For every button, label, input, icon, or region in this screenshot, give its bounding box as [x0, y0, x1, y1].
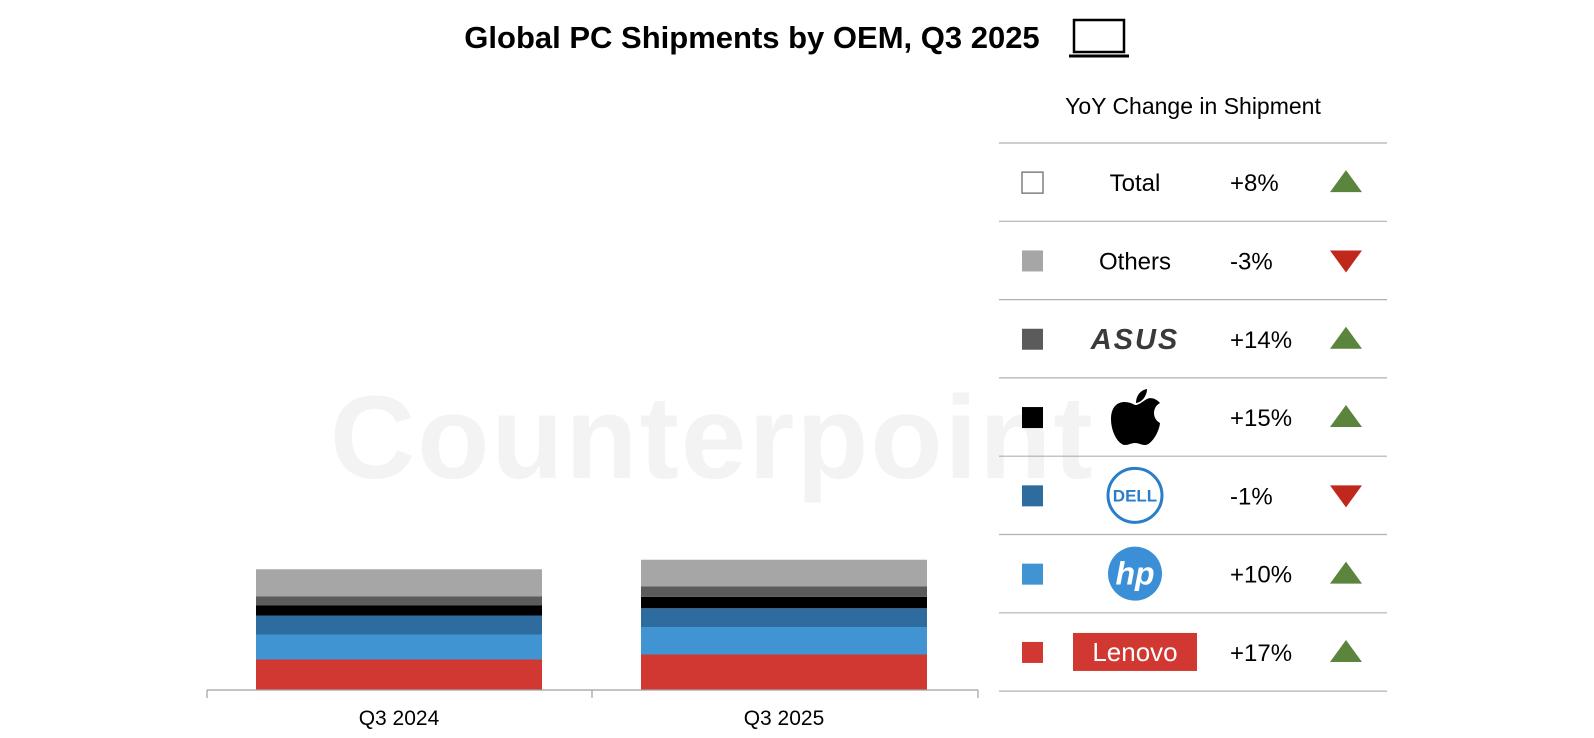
legend-swatch-total — [1021, 171, 1044, 194]
yoy-change-value: +8% — [1230, 170, 1279, 197]
apple-body — [1111, 398, 1160, 446]
arrow-up-icon — [1330, 561, 1362, 584]
bar-others-0 — [256, 569, 542, 597]
bar-dell-0 — [256, 615, 542, 635]
yoy-change-value: -1% — [1230, 483, 1273, 510]
chart-title: Global PC Shipments by OEM, Q3 2025 — [464, 20, 1040, 55]
yoy-change-value: -3% — [1230, 248, 1273, 275]
yoy-row-others: Others -3% — [1022, 248, 1362, 275]
arrow-up-icon — [1330, 170, 1362, 193]
lenovo-logo: Lenovo — [1073, 632, 1197, 671]
yoy-change-value: +17% — [1230, 640, 1292, 667]
legend-swatch-apple — [1022, 407, 1043, 429]
x-tick-label: Q3 2024 — [359, 707, 440, 730]
yoy-row-total: Total +8% — [1021, 170, 1362, 197]
asus-logo: ASUS — [1090, 324, 1180, 356]
bar-lenovo-1 — [641, 654, 927, 690]
arrow-down-icon — [1330, 485, 1362, 508]
hp-logo: hp — [1108, 546, 1162, 601]
arrow-down-icon — [1330, 250, 1362, 273]
hp-logo-text: hp — [1115, 556, 1154, 592]
label-text: Total — [1110, 170, 1161, 197]
arrow-up-icon — [1330, 326, 1362, 349]
chart-title-container: Global PC Shipments by OEM, Q3 2025 — [0, 18, 1594, 58]
label-text: Others — [1099, 248, 1171, 275]
lenovo-box — [1073, 632, 1197, 671]
bar-hp-1 — [641, 627, 927, 655]
dell-logo-text: DELL — [1113, 486, 1157, 505]
yoy-header: YoY Change in Shipment — [1065, 93, 1321, 119]
bar-dell-1 — [641, 608, 927, 627]
bar-apple-1 — [641, 596, 927, 609]
laptop-icon — [1068, 18, 1129, 58]
legend-swatch-asus — [1022, 328, 1043, 350]
yoy-row-label: Total — [1110, 170, 1161, 197]
yoy-row-dell: DELL -1% — [1022, 466, 1362, 524]
yoy-row-label: Others — [1099, 248, 1171, 275]
legend-swatch-hp — [1022, 563, 1043, 585]
arrow-up-icon — [1330, 639, 1362, 662]
apple-leaf — [1136, 389, 1147, 404]
dell-logo: DELL — [1106, 466, 1164, 524]
yoy-row-asus: ASUS +14% — [1022, 324, 1362, 356]
x-tick-label: Q3 2025 — [744, 707, 825, 730]
apple-logo — [1111, 389, 1160, 446]
dell-circle — [1106, 466, 1164, 524]
yoy-change-value: +14% — [1230, 327, 1292, 354]
yoy-row-hp: hp +10% — [1022, 546, 1362, 601]
arrow-up-icon — [1330, 405, 1362, 428]
asus-logo-text: ASUS — [1090, 324, 1180, 356]
legend-swatch-others — [1022, 250, 1043, 272]
bar-hp-0 — [256, 634, 542, 660]
hp-circle — [1108, 546, 1162, 601]
legend-swatch-dell — [1022, 485, 1043, 507]
bar-apple-0 — [256, 605, 542, 616]
bar-others-1 — [641, 559, 927, 587]
yoy-legend-table: YoY Change in Shipment Total +8% Others -3% A… — [999, 93, 1387, 692]
legend-swatch-lenovo — [1022, 641, 1043, 663]
yoy-change-value: +15% — [1230, 405, 1292, 432]
bar-asus-1 — [641, 586, 927, 597]
yoy-change-value: +10% — [1230, 562, 1292, 589]
bar-asus-0 — [256, 596, 542, 606]
yoy-row-lenovo: Lenovo +17% — [1022, 632, 1362, 671]
bars-group — [256, 559, 927, 690]
bar-lenovo-0 — [256, 659, 542, 690]
x-axis: Q3 2024 Q3 2025 — [206, 689, 979, 730]
lenovo-logo-text: Lenovo — [1092, 637, 1177, 667]
yoy-row-apple: +15% — [1022, 389, 1362, 446]
